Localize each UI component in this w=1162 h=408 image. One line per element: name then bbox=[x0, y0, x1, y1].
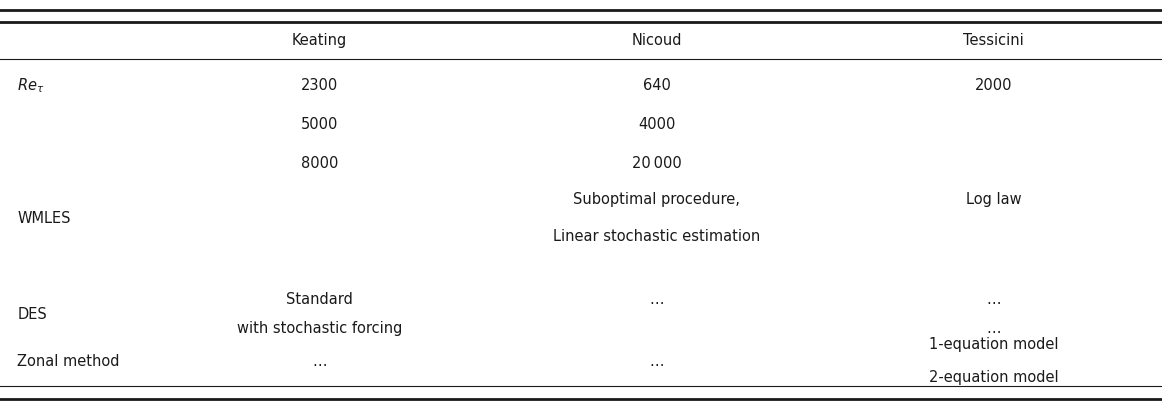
Text: …: … bbox=[313, 354, 327, 368]
Text: 2300: 2300 bbox=[301, 78, 338, 93]
Text: 8000: 8000 bbox=[301, 156, 338, 171]
Text: 20 000: 20 000 bbox=[632, 156, 681, 171]
Text: Standard: Standard bbox=[286, 293, 353, 307]
Text: with stochastic forcing: with stochastic forcing bbox=[237, 321, 402, 336]
Text: 640: 640 bbox=[643, 78, 670, 93]
Text: WMLES: WMLES bbox=[17, 211, 71, 226]
Text: …: … bbox=[650, 354, 664, 368]
Text: Suboptimal procedure,: Suboptimal procedure, bbox=[573, 193, 740, 207]
Text: DES: DES bbox=[17, 307, 48, 322]
Text: 2000: 2000 bbox=[975, 78, 1012, 93]
Text: Linear stochastic estimation: Linear stochastic estimation bbox=[553, 229, 760, 244]
Text: Nicoud: Nicoud bbox=[631, 33, 682, 48]
Text: 5000: 5000 bbox=[301, 117, 338, 132]
Text: Tessicini: Tessicini bbox=[963, 33, 1024, 48]
Text: 4000: 4000 bbox=[638, 117, 675, 132]
Text: Keating: Keating bbox=[292, 33, 347, 48]
Text: 1-equation model: 1-equation model bbox=[928, 337, 1059, 352]
Text: 2-equation model: 2-equation model bbox=[928, 370, 1059, 385]
Text: …: … bbox=[650, 293, 664, 307]
Text: …: … bbox=[987, 321, 1000, 336]
Text: $Re_{\tau}$: $Re_{\tau}$ bbox=[17, 76, 45, 95]
Text: …: … bbox=[987, 293, 1000, 307]
Text: Zonal method: Zonal method bbox=[17, 354, 120, 368]
Text: Log law: Log law bbox=[966, 193, 1021, 207]
